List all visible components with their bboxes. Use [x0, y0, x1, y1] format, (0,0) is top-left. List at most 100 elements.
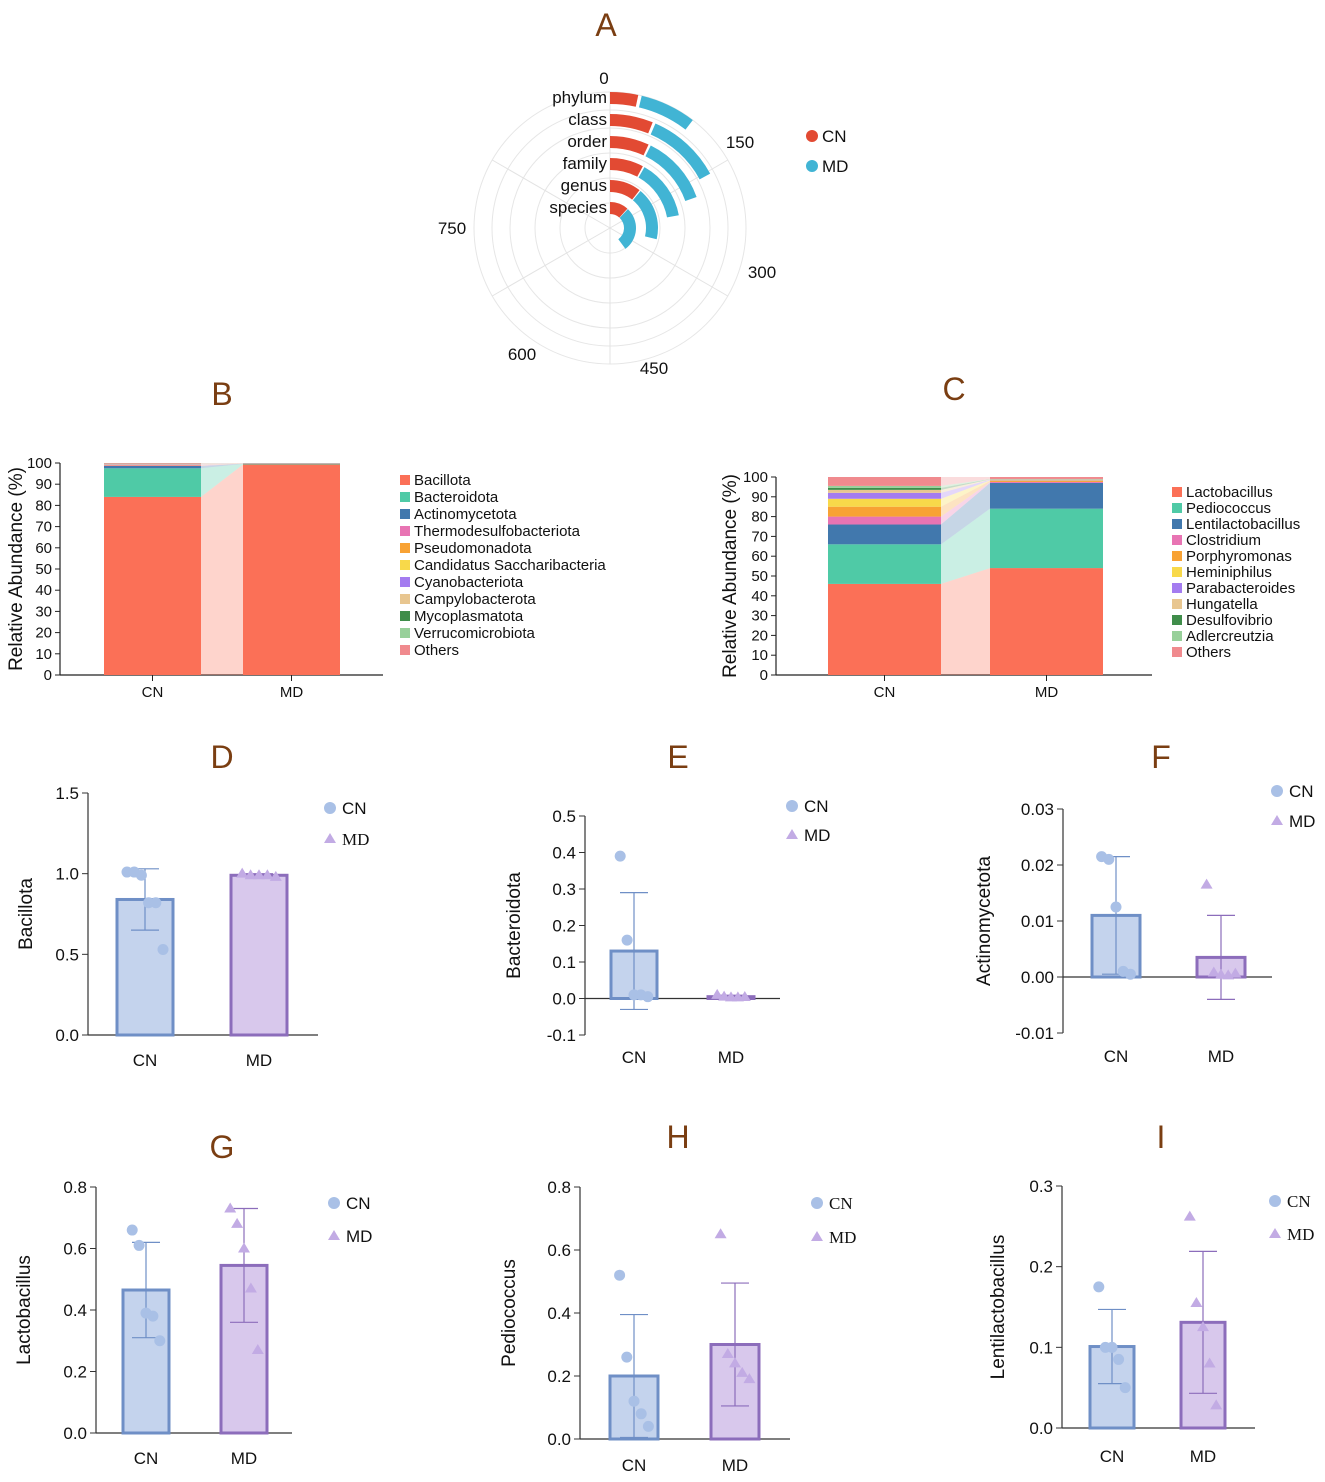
- y-tick-label: 30: [751, 608, 768, 625]
- flow-band-Campylobacterota: [201, 463, 243, 465]
- data-point-cn: [621, 934, 633, 946]
- flow-band-Pseudomonadota: [201, 463, 243, 466]
- flow-band-Bacteroidota: [201, 463, 243, 497]
- legend-label-Mycoplasmatota: Mycoplasmatota: [414, 608, 524, 625]
- y-tick-label: 0.00: [1021, 968, 1054, 987]
- y-tick-label: 60: [751, 548, 768, 565]
- flow-band-Heminiphilus: [941, 480, 990, 507]
- bar-segment-CN-Hungatella: [828, 489, 941, 493]
- legend-swatch-Others: [1172, 647, 1182, 657]
- legend-swatch-Lactobacillus: [1172, 487, 1182, 497]
- bar-segment-MD-Parabacteroides: [990, 479, 1103, 481]
- y-tick-label: 40: [35, 582, 52, 599]
- legend-marker-cn: [1269, 1195, 1281, 1207]
- x-tick-label: MD: [1035, 684, 1058, 701]
- flow-band-Candidatus Saccharibacteria: [201, 463, 243, 465]
- y-tick-label: 0: [44, 667, 52, 684]
- legend-swatch-Actinomycetota: [400, 509, 410, 519]
- x-tick-label: CN: [142, 684, 164, 701]
- y-tick-label: 0.0: [552, 990, 576, 1009]
- bar-segment-CN-Bacillota: [104, 496, 201, 675]
- x-tick-label: MD: [718, 1048, 744, 1067]
- legend-swatch-Clostridium: [1172, 535, 1182, 545]
- y-tick-label: 0.2: [547, 1367, 571, 1386]
- legend-swatch-Hungatella: [1172, 599, 1182, 609]
- y-axis-title: Relative Abundance (%): [720, 474, 741, 678]
- data-point-cn: [642, 1420, 654, 1432]
- y-tick-label: 90: [751, 489, 768, 506]
- bar-segment-CN-Actinomycetota: [104, 465, 201, 469]
- y-tick-label: 0.8: [547, 1178, 571, 1197]
- data-point-md: [224, 1202, 237, 1213]
- data-point-md: [736, 1366, 749, 1377]
- bar-segment-MD-Porphyromonas: [990, 480, 1103, 482]
- chart-g: G 0.0 0.2 0.4 0.6 0.8 Lactobacillus CN MD CN MD: [14, 1129, 372, 1468]
- chart-e: E -0.1 0.0 0.1 0.2 0.3 0.4 0.5 Bacteroidota CN MD C…: [504, 739, 830, 1067]
- y-tick-label: 20: [35, 625, 52, 642]
- legend-swatch-Pediococcus: [1172, 503, 1182, 513]
- legend-label-Bacillota: Bacillota: [414, 472, 471, 489]
- legend-swatch-Cyanobacteriota: [400, 577, 410, 587]
- y-axis-title: Relative Abundance (%): [6, 467, 27, 671]
- bar-segment-MD-Bacteroidota: [243, 463, 340, 465]
- y-tick-label: 0.1: [552, 953, 576, 972]
- radial-bar-md-class: [650, 123, 711, 180]
- bar-segment-MD-Lentilactobacillus: [990, 482, 1103, 509]
- y-tick-label: 0.5: [552, 807, 576, 826]
- x-tick-label: MD: [1208, 1047, 1234, 1066]
- legend-label-MD: MD: [829, 1228, 856, 1247]
- data-point-cn: [1124, 968, 1136, 980]
- chart-d: D 0.0 0.5 1.0 1.5 Bacillota CN MD CN MD: [16, 739, 369, 1070]
- legend-label-Lactobacillus: Lactobacillus: [1186, 484, 1273, 501]
- legend-label-MD: MD: [346, 1227, 372, 1246]
- data-point-md: [738, 991, 751, 1002]
- data-point-md: [711, 988, 724, 999]
- bar-segment-CN-Bacteroidota: [104, 468, 201, 497]
- legend-marker-md: [1271, 815, 1283, 825]
- y-tick-label: 60: [35, 540, 52, 557]
- radial-category-label: class: [568, 110, 607, 129]
- data-point-md: [1197, 1321, 1209, 1332]
- y-tick-label: 20: [751, 627, 768, 644]
- radial-category-label: family: [563, 154, 608, 173]
- legend-label-Heminiphilus: Heminiphilus: [1186, 564, 1272, 581]
- legend-marker-md: [811, 1231, 823, 1241]
- flow-band-Hungatella: [941, 479, 990, 493]
- legend-marker-md: [786, 829, 798, 839]
- bar-segment-MD-Bacillota: [243, 464, 340, 675]
- legend-label-Pediococcus: Pediococcus: [1186, 500, 1271, 517]
- legend-label-MD: MD: [804, 826, 830, 845]
- radial-bar-md-species: [618, 209, 637, 249]
- legend-label-Porphyromonas: Porphyromonas: [1186, 548, 1292, 565]
- y-tick-label: -0.1: [547, 1026, 576, 1045]
- data-point-cn: [628, 1395, 640, 1407]
- y-tick-label: 0.1: [1029, 1338, 1053, 1357]
- y-tick-label: 0.5: [55, 945, 79, 964]
- y-tick-label: 70: [35, 519, 52, 536]
- data-point-md: [231, 1217, 244, 1228]
- data-point-md: [238, 1242, 250, 1253]
- data-point-cn: [147, 1310, 159, 1322]
- bar-segment-CN-Porphyromonas: [828, 506, 941, 517]
- legend-marker-md: [328, 1230, 340, 1240]
- legend-label-Candidatus Saccharibacteria: Candidatus Saccharibacteria: [414, 557, 606, 574]
- data-point-md: [244, 1282, 257, 1293]
- y-tick-label: 40: [751, 588, 768, 605]
- legend-label-CN: CN: [1289, 782, 1314, 801]
- data-point-cn: [1093, 1281, 1105, 1293]
- legend-swatch-Bacteroidota: [400, 492, 410, 502]
- y-axis-title: Bacteroidota: [504, 872, 525, 979]
- legend-swatch-Mycoplasmatota: [400, 611, 410, 621]
- bar-segment-MD-Lactobacillus: [990, 568, 1103, 675]
- legend-label-MD: MD: [1289, 812, 1315, 831]
- y-tick-label: 0.0: [547, 1430, 571, 1449]
- y-tick-label: 100: [743, 469, 768, 486]
- legend-label-CN: CN: [1287, 1192, 1311, 1211]
- radial-category-label: order: [567, 132, 607, 151]
- radial-bar-cn-species: [610, 202, 628, 218]
- radial-bar-cn-genus: [610, 180, 640, 200]
- y-tick-label: 0.2: [552, 917, 576, 936]
- panel-letter-b: B: [211, 376, 232, 412]
- legend-label-Hungatella: Hungatella: [1186, 596, 1258, 613]
